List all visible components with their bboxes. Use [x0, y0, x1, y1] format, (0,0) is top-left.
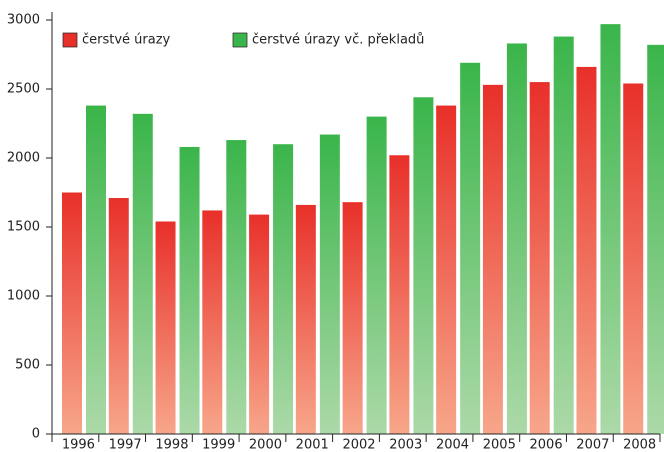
bar: [366, 116, 387, 434]
x-tick-label: 2001: [296, 438, 329, 452]
y-tick-label: 500: [15, 358, 40, 373]
bar: [226, 140, 247, 434]
legend-label: čerstvé úrazy: [82, 33, 171, 48]
y-tick-label: 1500: [7, 220, 40, 235]
x-tick-label: 2000: [249, 438, 282, 452]
bar: [647, 44, 664, 435]
bar: [132, 113, 153, 434]
x-tick-label: 2002: [342, 438, 375, 452]
x-tick-label: 1996: [62, 438, 95, 452]
y-tick-label: 2500: [7, 82, 40, 97]
bar: [342, 202, 363, 434]
legend-swatch: [232, 32, 248, 48]
bar: [179, 146, 200, 434]
bar: [576, 66, 597, 435]
x-tick-label: 2005: [483, 438, 516, 452]
bar: [319, 134, 340, 435]
bar: [436, 105, 457, 434]
bar: [553, 36, 574, 435]
bar: [623, 83, 644, 434]
y-tick-label: 0: [32, 427, 40, 442]
bar: [389, 155, 410, 435]
x-tick-label: 2007: [576, 438, 609, 452]
x-tick-label: 2004: [436, 438, 469, 452]
x-tick-label: 2006: [530, 438, 563, 452]
x-tick-label: 2003: [389, 438, 422, 452]
bar: [249, 214, 270, 434]
y-tick-label: 1000: [7, 289, 40, 304]
bar: [202, 210, 223, 434]
x-tick-label: 1998: [155, 438, 188, 452]
x-tick-label: 2008: [623, 438, 656, 452]
x-tick-label: 1999: [202, 438, 235, 452]
bar: [460, 62, 481, 434]
legend-label: čerstvé úrazy vč. překladů: [252, 33, 424, 48]
bar: [108, 198, 129, 434]
bar: [413, 97, 434, 434]
bar: [600, 24, 621, 434]
y-tick-label: 2000: [7, 151, 40, 166]
legend-swatch: [62, 32, 78, 48]
bar: [62, 192, 82, 434]
bar: [155, 221, 176, 434]
bar: [506, 43, 527, 435]
bar: [529, 82, 550, 434]
y-tick-label: 3000: [7, 13, 40, 28]
bar: [273, 144, 294, 434]
x-tick-label: 1997: [109, 438, 142, 452]
bar: [482, 84, 503, 435]
bar: [86, 105, 106, 434]
bar: [295, 204, 316, 434]
